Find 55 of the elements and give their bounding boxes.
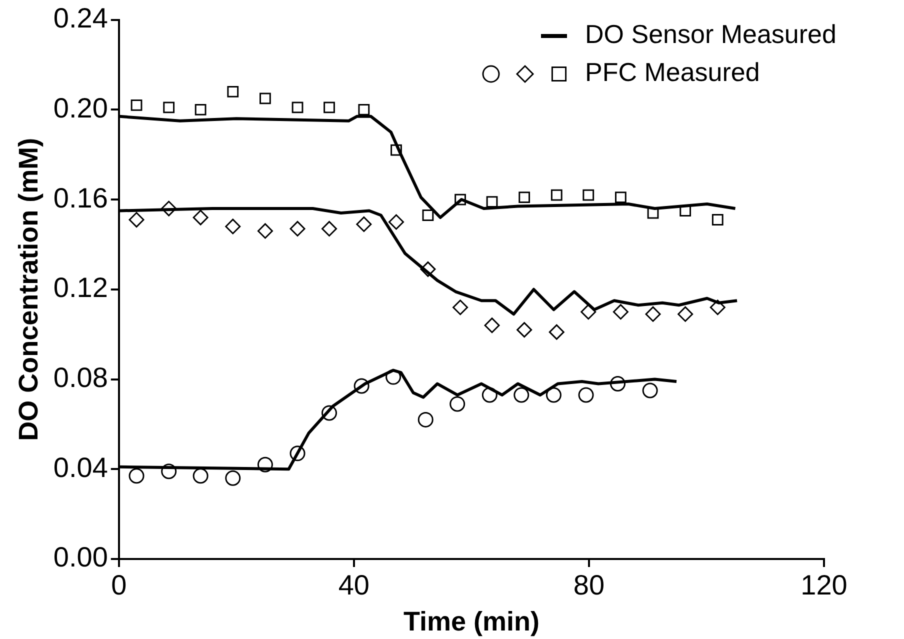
point [580,304,596,320]
point [418,412,434,428]
point [550,189,562,201]
point [192,210,208,226]
point [290,220,306,236]
point [130,99,142,111]
point [194,104,206,116]
y-axis-title: DO Concentration (mM) [14,138,44,441]
point [518,192,530,203]
point [292,102,304,114]
point [128,468,144,484]
point [642,382,658,398]
point [516,322,532,338]
point [614,192,626,203]
point [324,102,335,114]
point [548,324,564,340]
point [163,102,175,114]
x-tick-label: 120 [800,570,848,601]
point [612,304,628,320]
y-tick-label: 0.08 [53,362,108,393]
point [546,387,562,403]
point [452,300,468,316]
point [192,468,208,484]
point [257,223,273,239]
legend-label: DO Sensor Measured [585,19,836,50]
point [225,218,241,234]
point [514,387,530,403]
point [227,86,239,98]
point [128,212,144,228]
y-tick-label: 0.16 [53,182,108,214]
y-tick-label: 0.12 [53,272,108,304]
y-tick-label: 0.00 [53,542,108,573]
point [678,306,694,322]
point [225,470,241,486]
point [486,196,498,208]
x-tick-label: 80 [573,570,605,601]
point [388,214,404,230]
legend-label: PFC Measured [585,57,760,88]
point [712,214,724,226]
point [578,387,594,403]
point [450,396,466,412]
point [322,220,337,236]
point [260,92,271,104]
y-tick-label: 0.04 [53,452,108,483]
point [358,104,370,116]
x-axis-title: Time (min) [403,606,540,636]
x-tick-label: 0 [111,570,127,601]
y-tick-label: 0.24 [53,2,108,34]
point [422,210,434,221]
point [582,189,594,201]
point [484,318,500,334]
point [645,306,661,322]
y-tick-label: 0.20 [53,92,108,124]
point [356,216,372,232]
x-tick-label: 40 [338,570,370,601]
